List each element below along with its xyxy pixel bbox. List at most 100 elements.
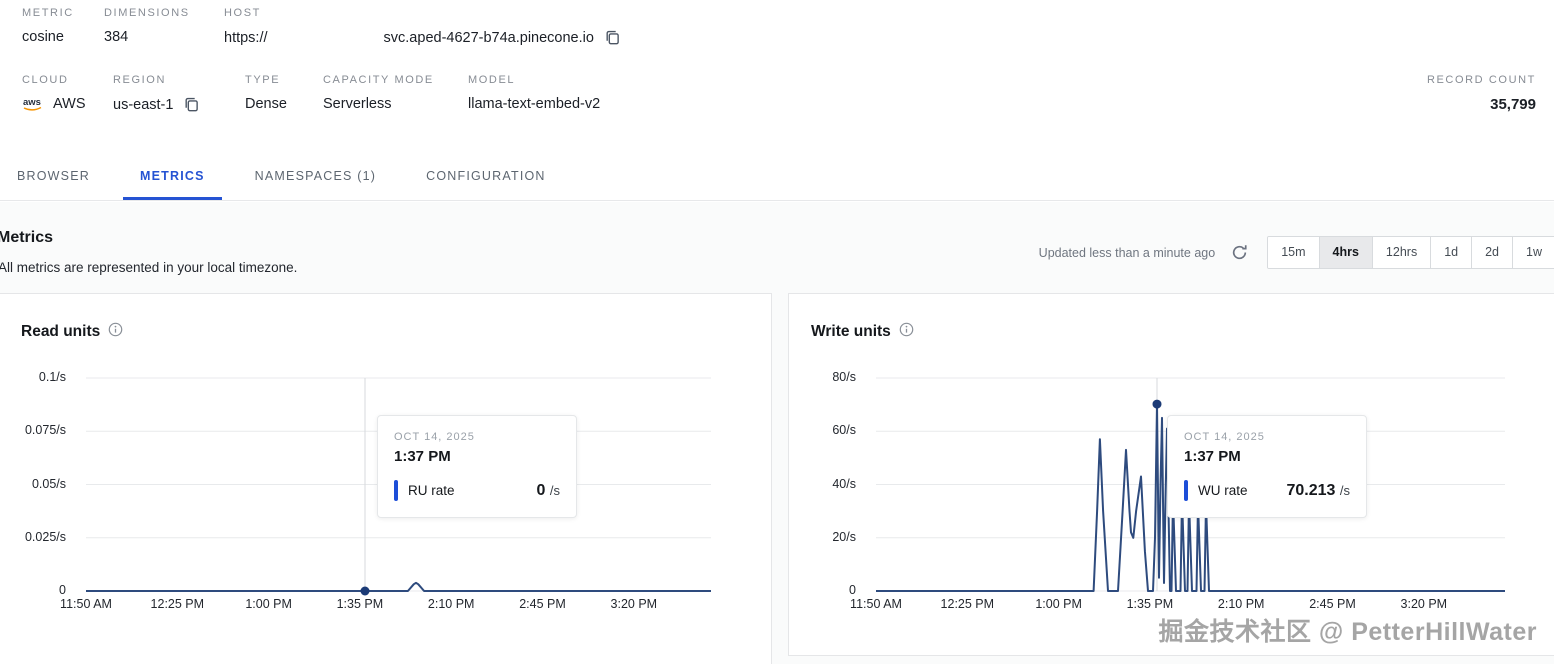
tooltip-series-label: RU rate <box>408 483 455 498</box>
meta-metric: METRIC cosine <box>22 7 74 45</box>
series-color-bar <box>1184 480 1188 501</box>
meta-type: TYPE Dense <box>245 74 287 112</box>
tooltip-unit: /s <box>1339 482 1350 498</box>
x-tick-label: 11:50 AM <box>60 597 112 611</box>
meta-cloud: CLOUD aws AWS <box>22 74 86 112</box>
y-axis-labels: 80/s 60/s 40/s 20/s 0 <box>789 370 866 597</box>
aws-logo: aws <box>22 96 45 112</box>
type-label: TYPE <box>245 74 281 86</box>
cloud-label: CLOUD <box>22 74 69 86</box>
y-tick-label: 60/s <box>832 423 856 438</box>
x-tick-label: 3:20 PM <box>1400 597 1448 611</box>
host-protocol: https:// <box>224 29 268 46</box>
tooltip-date: OCT 14, 2025 <box>1184 431 1265 443</box>
tooltip-value: 0 <box>536 481 546 499</box>
region-copy-icon[interactable] <box>183 96 200 113</box>
meta-model: MODEL llama-text-embed-v2 <box>468 74 600 112</box>
series-color-bar <box>394 480 398 501</box>
refresh-icon[interactable] <box>1230 243 1249 262</box>
y-tick-label: 0 <box>849 583 856 597</box>
model-label: MODEL <box>468 74 516 86</box>
range-4hrs[interactable]: 4hrs <box>1318 237 1372 268</box>
tooltip-series-label: WU rate <box>1198 483 1248 498</box>
x-tick-label: 2:45 PM <box>1309 597 1356 611</box>
x-tick-label: 1:35 PM <box>1126 597 1174 611</box>
tab-configuration[interactable]: CONFIGURATION <box>426 169 546 183</box>
write-units-card: Write units 80/s 60/s 40/s 20/s 0 11:50 AM 12… <box>788 293 1554 656</box>
tooltip-value: 70.213 <box>1286 481 1336 499</box>
meta-capacity-mode: CAPACITY MODE Serverless <box>323 74 434 112</box>
meta-record-count: RECORD COUNT 35,799 <box>1427 74 1536 113</box>
x-tick-label: 1:00 PM <box>1035 597 1082 611</box>
y-tick-label: 0.075/s <box>24 423 66 438</box>
tooltip-time: 1:37 PM <box>394 448 451 465</box>
dimensions-value: 384 <box>104 29 129 45</box>
capacity-mode-label: CAPACITY MODE <box>323 74 434 86</box>
tooltip-unit: /s <box>549 482 560 498</box>
chart-tooltip: OCT 14, 2025 1:37 PM RU rate 0 /s <box>377 415 577 518</box>
x-axis-labels: 11:50 AM 12:25 PM 1:00 PM 1:35 PM 2:10 PM 2:4… <box>60 597 771 617</box>
watermark: 掘金技术社区 @ PetterHillWater <box>1158 618 1537 646</box>
meta-region: REGION us-east-1 <box>113 74 200 113</box>
tab-bar: BROWSER METRICS NAMESPACES (1) CONFIGURATIO… <box>0 155 1554 201</box>
y-tick-label: 20/s <box>832 529 856 544</box>
x-tick-label: 2:45 PM <box>519 597 566 611</box>
dimensions-label: DIMENSIONS <box>104 7 190 19</box>
record-count-label: RECORD COUNT <box>1426 74 1536 86</box>
tab-namespaces-1[interactable]: NAMESPACES (1) <box>254 169 377 183</box>
x-tick-label: 12:25 PM <box>150 597 205 611</box>
info-icon[interactable] <box>108 322 123 342</box>
tooltip-date: OCT 14, 2025 <box>394 431 475 443</box>
chart-tooltip: OCT 14, 2025 1:37 PM WU rate 70.213 /s <box>1167 415 1367 518</box>
record-count-value: 35,799 <box>1490 96 1536 113</box>
x-tick-label: 12:25 PM <box>940 597 995 611</box>
time-range-group: 15m 4hrs 12hrs 1d 2d 1w <box>1267 236 1554 269</box>
host-value: https:// svc.aped-4627-b74a.pinecone.io <box>224 29 621 46</box>
range-2d[interactable]: 2d <box>1471 237 1513 268</box>
x-tick-label: 11:50 AM <box>850 597 902 611</box>
tab-browser[interactable]: BROWSER <box>17 169 90 183</box>
region-label: REGION <box>113 74 166 86</box>
x-tick-label: 2:10 PM <box>1217 597 1265 611</box>
metric-value: cosine <box>22 29 64 45</box>
model-value: llama-text-embed-v2 <box>468 96 601 112</box>
y-tick-label: 0 <box>59 583 66 597</box>
metric-label: METRIC <box>22 7 74 19</box>
x-tick-label: 3:20 PM <box>610 597 658 611</box>
y-tick-label: 0.05/s <box>31 476 66 491</box>
cloud-value: AWS <box>53 96 86 112</box>
capacity-mode-value: Serverless <box>323 96 392 112</box>
range-1d[interactable]: 1d <box>1430 237 1472 268</box>
range-15m[interactable]: 15m <box>1268 237 1319 268</box>
chart-plot[interactable] <box>876 377 1505 592</box>
cloud-value-row: aws AWS <box>22 96 86 112</box>
y-tick-label: 40/s <box>832 476 856 491</box>
region-value: us-east-1 <box>113 96 174 113</box>
tab-metrics[interactable]: METRICS <box>123 155 222 200</box>
metrics-controls: Updated less than a minute ago 15m 4hrs 12… <box>1039 236 1554 269</box>
x-axis-labels: 11:50 AM 12:25 PM 1:00 PM 1:35 PM 2:10 PM 2:4… <box>850 597 1554 617</box>
y-tick-label: 80/s <box>832 370 856 384</box>
chart-plot[interactable] <box>86 377 711 596</box>
host-domain: svc.aped-4627-b74a.pinecone.io <box>383 29 594 46</box>
host-label: HOST <box>224 7 261 19</box>
host-copy-icon[interactable] <box>604 29 621 46</box>
x-tick-label: 1:35 PM <box>336 597 384 611</box>
range-12hrs[interactable]: 12hrs <box>1371 237 1431 268</box>
meta-host: HOST https:// svc.aped-4627-b74a.pinecone… <box>224 7 621 46</box>
range-1w[interactable]: 1w <box>1512 237 1554 268</box>
x-tick-label: 2:10 PM <box>427 597 475 611</box>
last-updated-text: Updated less than a minute ago <box>1038 245 1216 260</box>
info-icon[interactable] <box>899 322 914 342</box>
metrics-timezone-note: All metrics are represented in your loca… <box>0 260 298 275</box>
x-tick-label: 1:00 PM <box>245 597 292 611</box>
write-units-title: Write units <box>811 323 891 340</box>
read-units-title: Read units <box>21 323 101 340</box>
y-tick-label: 0.025/s <box>24 529 66 544</box>
y-axis-labels: 0.1/s 0.075/s 0.05/s 0.025/s 0 <box>0 370 76 597</box>
tooltip-time: 1:37 PM <box>1184 448 1241 465</box>
metrics-section-title: Metrics <box>0 229 54 246</box>
type-value: Dense <box>245 96 287 112</box>
meta-dimensions: DIMENSIONS 384 <box>104 7 190 45</box>
